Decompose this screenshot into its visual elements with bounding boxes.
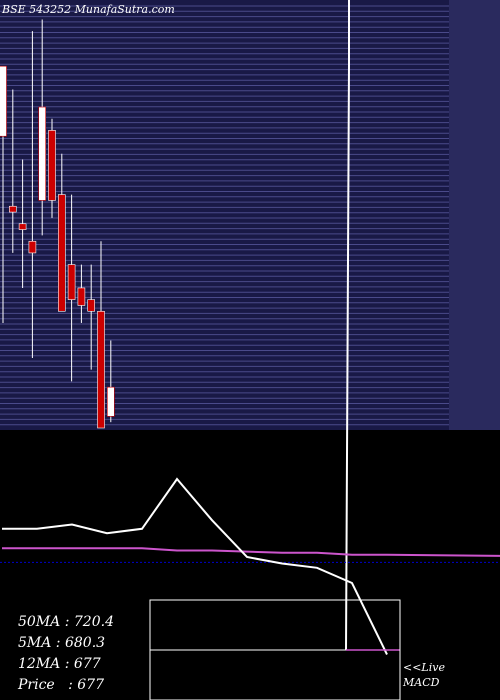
brand-label: MunafaSutra.com bbox=[74, 3, 175, 16]
candle-body bbox=[87, 299, 95, 312]
axis-label-strip bbox=[449, 0, 500, 430]
stat-price: Price : 677 bbox=[18, 677, 104, 693]
candle-body bbox=[48, 130, 56, 201]
macd-panel bbox=[0, 0, 500, 655]
chart-header: BSE 543252 MunafaSutra.com bbox=[2, 3, 175, 16]
candle-body bbox=[0, 65, 7, 137]
macd-box bbox=[149, 599, 401, 700]
candle-body bbox=[9, 205, 17, 213]
stat-12ma: 12MA : 677 bbox=[18, 656, 101, 672]
live-macd-label: <<Live MACD bbox=[403, 661, 445, 689]
stat-50ma: 50MA : 720.4 bbox=[18, 614, 114, 630]
candle-body bbox=[57, 194, 66, 312]
signal-line bbox=[2, 547, 500, 557]
candle-body bbox=[18, 223, 27, 230]
candle-body bbox=[67, 264, 76, 300]
candles bbox=[0, 19, 115, 429]
candle-body bbox=[97, 310, 105, 429]
symbol-label: BSE 543252 bbox=[2, 3, 72, 16]
macd-line bbox=[2, 477, 388, 655]
candle-body bbox=[107, 386, 115, 417]
price-panel bbox=[0, 0, 500, 430]
stat-5ma: 5MA : 680.3 bbox=[18, 635, 106, 651]
candle-body bbox=[38, 106, 47, 201]
candle-body bbox=[77, 287, 86, 306]
price-indicator-line bbox=[345, 0, 350, 651]
stats-panel: 50MA : 720.4 5MA : 680.3 12MA : 677 Pric… bbox=[18, 612, 114, 696]
candle-body bbox=[28, 240, 37, 254]
